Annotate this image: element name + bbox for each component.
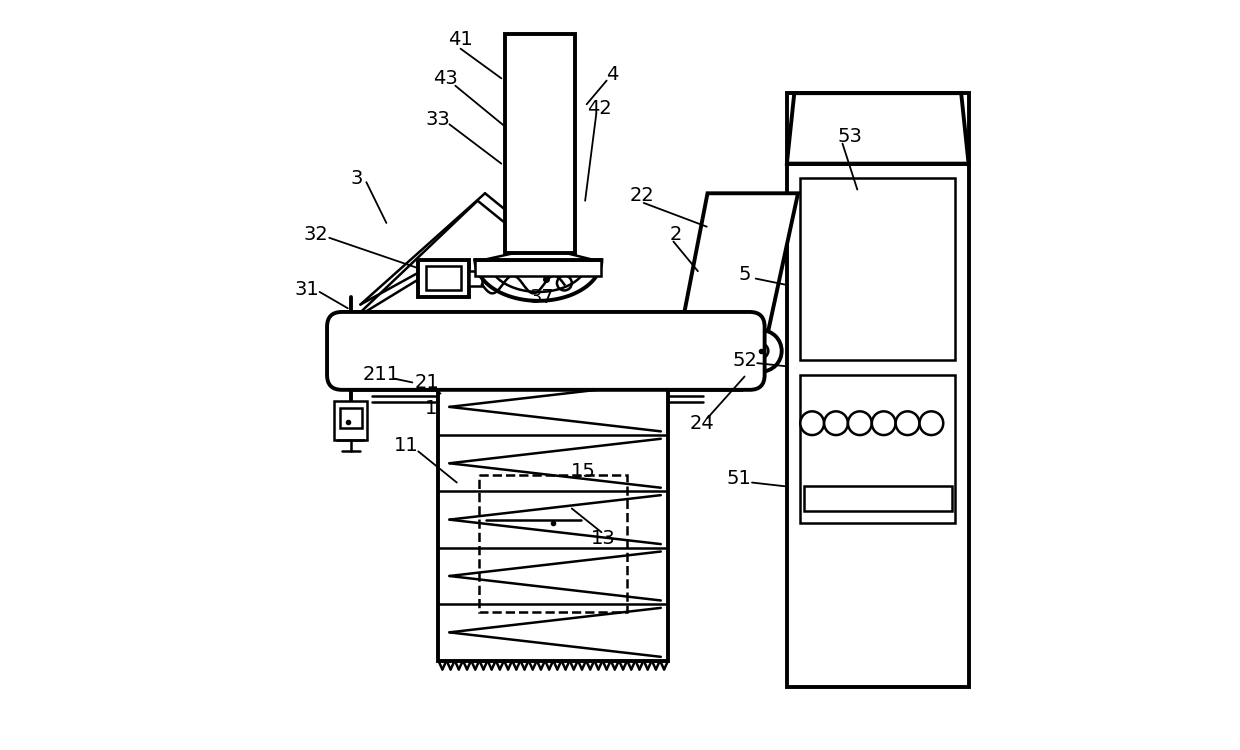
Bar xyxy=(636,358,640,365)
Circle shape xyxy=(895,411,919,435)
Bar xyxy=(622,358,626,365)
Bar xyxy=(470,358,474,365)
Bar xyxy=(469,272,482,286)
Text: 31: 31 xyxy=(295,280,320,299)
Bar xyxy=(601,358,605,365)
Bar xyxy=(629,358,634,365)
Text: 51: 51 xyxy=(727,470,751,488)
FancyBboxPatch shape xyxy=(327,312,765,390)
Text: 41: 41 xyxy=(448,30,472,50)
Text: 53: 53 xyxy=(837,127,862,146)
Bar xyxy=(456,358,460,365)
Bar xyxy=(425,266,461,290)
Text: 24: 24 xyxy=(689,414,714,433)
Text: 32: 32 xyxy=(304,224,329,244)
Bar xyxy=(574,358,578,365)
Bar xyxy=(615,358,619,365)
Circle shape xyxy=(848,411,872,435)
Text: 11: 11 xyxy=(394,436,419,455)
Circle shape xyxy=(825,411,848,435)
Text: 211: 211 xyxy=(362,365,399,385)
Bar xyxy=(476,358,481,365)
Bar xyxy=(418,260,469,297)
Text: 5: 5 xyxy=(738,266,751,284)
Text: 3: 3 xyxy=(351,169,363,188)
Bar xyxy=(608,358,613,365)
Bar xyxy=(559,358,564,365)
Text: 1: 1 xyxy=(424,399,436,418)
Text: 37: 37 xyxy=(529,288,554,307)
Text: 52: 52 xyxy=(732,351,758,370)
Text: 15: 15 xyxy=(570,462,595,481)
Bar xyxy=(340,409,362,428)
Text: 42: 42 xyxy=(587,98,611,118)
Bar xyxy=(497,358,501,365)
Text: 4: 4 xyxy=(606,65,619,84)
Bar xyxy=(438,379,668,661)
Polygon shape xyxy=(681,194,799,331)
Circle shape xyxy=(920,411,944,435)
Bar xyxy=(525,358,529,365)
Bar xyxy=(475,260,601,276)
Circle shape xyxy=(872,411,895,435)
Bar xyxy=(804,486,951,511)
Bar xyxy=(800,178,955,360)
Bar xyxy=(532,358,536,365)
Bar xyxy=(484,358,487,365)
Circle shape xyxy=(557,275,572,290)
Text: 13: 13 xyxy=(591,529,616,548)
Bar xyxy=(335,401,367,439)
Bar xyxy=(449,358,453,365)
Text: 22: 22 xyxy=(630,186,655,205)
Bar xyxy=(588,358,591,365)
Circle shape xyxy=(800,411,825,435)
Bar xyxy=(546,358,551,365)
Bar xyxy=(787,93,968,686)
Bar xyxy=(505,34,575,253)
Polygon shape xyxy=(787,93,968,164)
Bar xyxy=(441,358,446,365)
Text: 43: 43 xyxy=(433,69,458,88)
Bar xyxy=(642,358,647,365)
Bar xyxy=(553,358,557,365)
Bar xyxy=(511,358,516,365)
Bar xyxy=(800,375,955,524)
Circle shape xyxy=(740,330,781,372)
Bar xyxy=(594,358,599,365)
Bar xyxy=(479,476,627,612)
Bar xyxy=(567,358,570,365)
Bar xyxy=(505,358,508,365)
Circle shape xyxy=(754,344,769,358)
Text: 2: 2 xyxy=(670,224,682,244)
Bar xyxy=(539,358,543,365)
Bar xyxy=(463,358,467,365)
Bar xyxy=(580,358,584,365)
Text: 21: 21 xyxy=(415,373,439,392)
Bar xyxy=(445,360,661,381)
Bar xyxy=(441,358,650,375)
Bar xyxy=(491,358,495,365)
Bar xyxy=(518,358,522,365)
Text: 33: 33 xyxy=(425,110,450,129)
